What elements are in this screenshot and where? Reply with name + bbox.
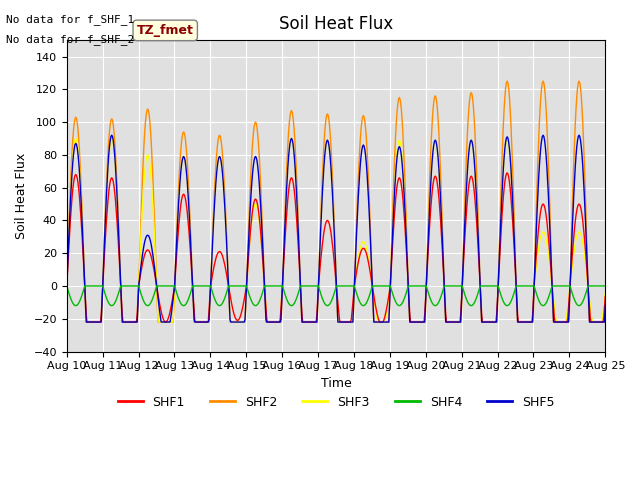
SHF1 <box>503 170 511 176</box>
SHF4 <box>72 303 79 309</box>
SHF1 <box>212 256 220 262</box>
Line: SHF2: SHF2 <box>67 81 605 322</box>
Text: No data for f_SHF_1: No data for f_SHF_1 <box>6 14 134 25</box>
SHF3 <box>602 290 609 296</box>
SHF5 <box>212 171 220 177</box>
SHF3 <box>63 283 70 289</box>
SHF2 <box>503 78 511 84</box>
SHF4 <box>418 283 426 289</box>
SHF2 <box>402 211 410 217</box>
Text: No data for f_SHF_2: No data for f_SHF_2 <box>6 34 134 45</box>
SHF5 <box>129 319 137 325</box>
SHF2 <box>184 161 191 167</box>
SHF1 <box>418 319 426 325</box>
SHF2 <box>212 164 220 169</box>
SHF3 <box>83 319 90 325</box>
SHF4 <box>129 283 136 289</box>
SHF2 <box>418 319 426 325</box>
SHF3 <box>129 319 137 325</box>
SHF4 <box>602 283 609 289</box>
SHF4 <box>402 290 410 296</box>
SHF2 <box>129 319 136 325</box>
SHF3 <box>74 141 81 146</box>
SHF3 <box>72 135 79 141</box>
SHF1 <box>602 294 609 300</box>
X-axis label: Time: Time <box>321 377 351 390</box>
SHF5 <box>419 319 426 325</box>
SHF5 <box>403 247 411 253</box>
Title: Soil Heat Flux: Soil Heat Flux <box>279 15 393 33</box>
SHF5 <box>73 142 81 147</box>
Y-axis label: Soil Heat Flux: Soil Heat Flux <box>15 153 28 239</box>
SHF3 <box>184 192 192 197</box>
SHF1 <box>83 319 91 325</box>
SHF5 <box>108 132 116 138</box>
SHF4 <box>74 302 81 308</box>
Line: SHF1: SHF1 <box>67 173 605 322</box>
SHF2 <box>73 116 81 121</box>
Legend: SHF1, SHF2, SHF3, SHF4, SHF5: SHF1, SHF2, SHF3, SHF4, SHF5 <box>113 391 559 414</box>
SHF5 <box>184 192 192 197</box>
SHF4 <box>63 283 70 289</box>
SHF1 <box>402 242 410 248</box>
SHF3 <box>403 245 411 251</box>
Text: TZ_fmet: TZ_fmet <box>137 24 194 37</box>
SHF1 <box>73 173 81 179</box>
SHF3 <box>212 171 220 177</box>
SHF2 <box>63 283 70 289</box>
SHF4 <box>184 299 191 304</box>
SHF4 <box>212 299 220 304</box>
SHF3 <box>419 319 426 325</box>
SHF2 <box>83 319 90 325</box>
SHF5 <box>602 303 609 309</box>
Line: SHF5: SHF5 <box>67 135 605 322</box>
Line: SHF3: SHF3 <box>67 138 605 322</box>
SHF2 <box>602 310 609 315</box>
SHF5 <box>83 319 90 325</box>
SHF1 <box>184 210 191 216</box>
Line: SHF4: SHF4 <box>67 286 605 306</box>
SHF5 <box>63 283 70 289</box>
SHF1 <box>63 283 70 289</box>
SHF1 <box>129 319 136 325</box>
